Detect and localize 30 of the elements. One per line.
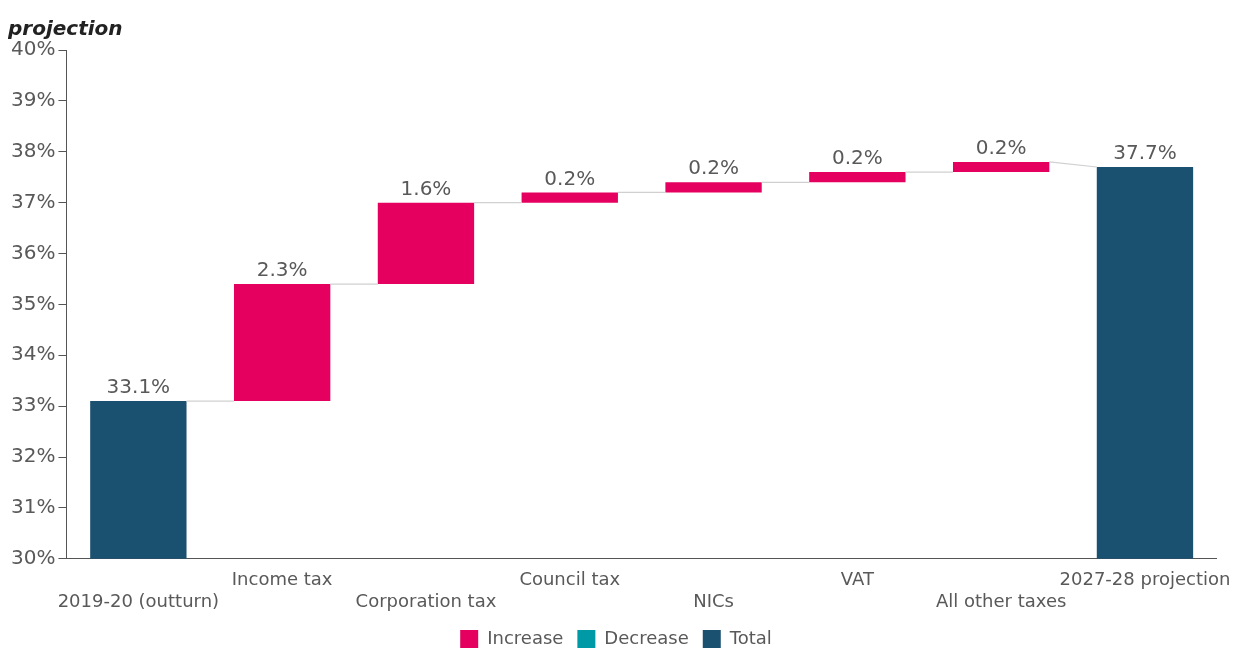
legend-label: Decrease: [604, 626, 689, 648]
chart-title: projection: [7, 16, 123, 41]
data-label: 0.2%: [975, 135, 1027, 160]
y-tick-label: 32%: [11, 443, 56, 468]
data-label: 33.1%: [106, 374, 171, 399]
y-tick-label: 33%: [11, 392, 56, 417]
data-label: 1.6%: [400, 175, 452, 200]
x-tick-label: Council tax: [519, 568, 621, 590]
x-tick-label: Income tax: [231, 568, 333, 590]
y-tick-label: 30%: [11, 545, 56, 569]
x-tick-label: All other taxes: [935, 589, 1067, 611]
data-label: 37.7%: [1113, 140, 1177, 165]
y-tick-label: 36%: [11, 239, 56, 264]
x-tick-label: 2019-20 (outturn): [57, 589, 220, 611]
y-tick-label: 35%: [11, 290, 56, 315]
y-tick-label: 37%: [11, 188, 56, 213]
legend-label: Increase: [487, 626, 564, 648]
x-tick-label: VAT: [840, 568, 875, 590]
data-label: 0.2%: [544, 165, 596, 190]
x-tick-label: NICs: [693, 589, 734, 611]
y-tick-label: 34%: [11, 341, 56, 366]
data-label: 0.2%: [688, 155, 739, 180]
data-label: 2.3%: [256, 257, 308, 282]
y-tick-label: 31%: [11, 494, 56, 519]
legend-label: Total: [728, 626, 772, 648]
x-tick-label: Corporation tax: [355, 589, 497, 611]
x-tick-label: 2027-28 projection: [1059, 568, 1231, 590]
y-tick-label: 38%: [11, 137, 56, 162]
data-label: 0.2%: [831, 145, 883, 170]
y-tick-label: 39%: [11, 87, 56, 112]
